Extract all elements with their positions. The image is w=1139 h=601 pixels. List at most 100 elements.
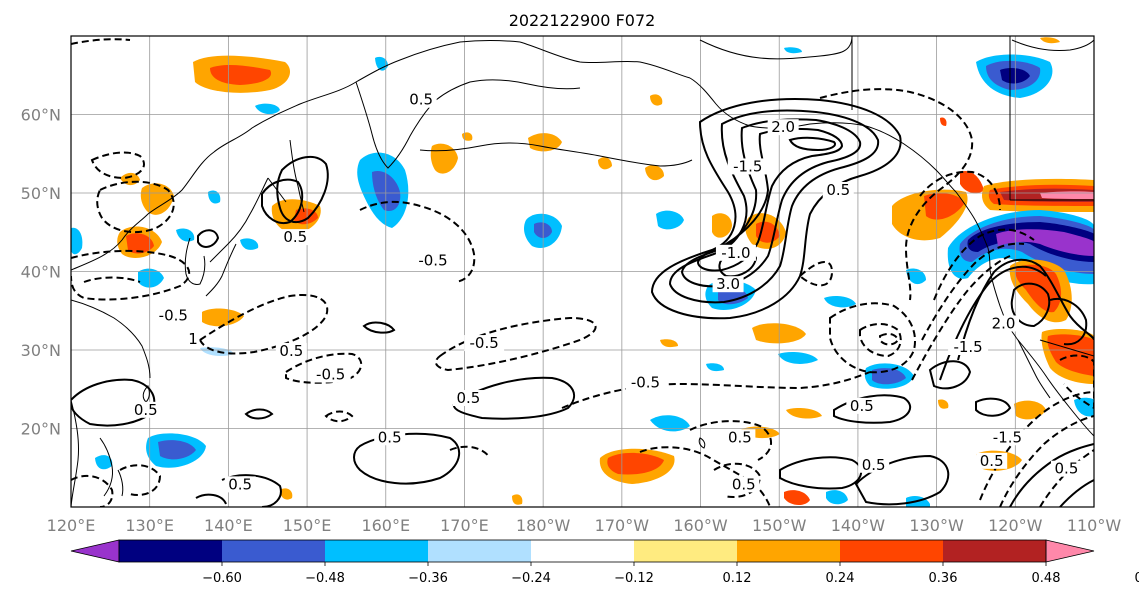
colorbar-segment — [119, 540, 223, 562]
contour-value-label: 0.5 — [456, 389, 480, 407]
longitude-tick-label: 150°W — [752, 516, 807, 535]
colorbar-segment — [325, 540, 429, 562]
contour-negative — [819, 88, 974, 301]
positive-anomaly-area — [280, 488, 293, 500]
contour-value-label: -0.5 — [418, 252, 447, 270]
contour-positive — [1059, 479, 1094, 507]
contour-positive — [779, 456, 863, 490]
longitude-tick-label: 140°E — [204, 516, 253, 535]
colorbar-tick-label: −0.24 — [511, 571, 551, 586]
colorbar-segment — [428, 540, 532, 562]
contour-negative — [449, 445, 491, 459]
contour-label-background — [728, 476, 760, 493]
contour-label-background — [374, 429, 406, 446]
negative-anomaly-area — [95, 455, 113, 470]
contour-negative — [713, 462, 762, 498]
contour-label-background — [846, 397, 878, 414]
contour-label-background — [279, 229, 311, 246]
contour-label-background — [976, 452, 1008, 469]
contour-negative — [285, 352, 362, 384]
contour-negative — [96, 180, 175, 234]
colorbar-frame — [118, 539, 1047, 563]
contour-value-label: 0.5 — [378, 428, 402, 446]
contour-value-label: -0.5 — [316, 365, 345, 383]
contour-negative — [921, 242, 1025, 341]
longitude-tick-label: 130°E — [125, 516, 174, 535]
positive-anomaly-core — [924, 193, 964, 220]
positive-anomaly-area — [938, 399, 949, 409]
coastline-philippines — [99, 437, 124, 497]
contour-positive — [788, 136, 836, 152]
coastlines — [71, 36, 1094, 507]
negative-anomaly-area — [255, 103, 280, 115]
contour-label-background — [727, 158, 768, 175]
contour-value-label: 2.0 — [771, 118, 795, 136]
longitude-tick-label: 160°E — [361, 516, 410, 535]
positive-anomaly-area — [660, 339, 678, 348]
contour-label-background — [767, 119, 799, 136]
contour-positive — [680, 118, 862, 288]
negative-anomaly-area — [1074, 397, 1094, 417]
colorbar-segment — [737, 540, 841, 562]
colorbar: −0.60 −0.48 −0.36 −0.24 −0.12 0.12 0.24 0.36 0.4… — [70, 539, 1139, 586]
colorbar-tick-label: −0.36 — [408, 571, 448, 586]
negative-anomaly-area — [208, 190, 221, 204]
latitude-tick-label: 60°N — [21, 106, 61, 125]
contour-negative — [879, 332, 900, 346]
contour-value-label: 0.5 — [279, 342, 303, 360]
contour-positive — [195, 493, 227, 505]
contour-positive — [1049, 298, 1088, 346]
colorbar-tick-label: 0.24 — [826, 571, 855, 586]
contour-value-label: 2.0 — [992, 314, 1016, 332]
coastline-hawaii — [698, 437, 706, 449]
colorbar-tick-label: −0.60 — [202, 571, 242, 586]
coastline-chukotka — [519, 41, 691, 79]
longitude-tick-label: 130°W — [909, 516, 964, 535]
coastline-british-columbia — [955, 191, 991, 271]
positive-anomaly-area — [528, 133, 562, 152]
contour-label-background — [988, 315, 1020, 332]
contour-label-background — [464, 335, 505, 352]
positive-anomaly-area — [1040, 37, 1060, 44]
figure-title: 2022122900 F072 — [509, 11, 656, 30]
positive-anomaly-core — [210, 64, 272, 85]
contour-positive — [957, 258, 1094, 361]
contour-value-labels: 0.50.5-0.52.0-1.50.5-1.03.0-0.510.5-0.5-… — [130, 91, 1082, 493]
coastline-sakhalin — [289, 139, 305, 213]
negative-anomaly-area — [240, 238, 259, 250]
coastline-baja — [1017, 339, 1051, 399]
contour-value-label: 0.5 — [409, 91, 433, 109]
coastline-china — [71, 299, 151, 379]
contour-value-label: -0.5 — [469, 334, 498, 352]
contour-value-label: 3.0 — [716, 275, 740, 293]
negative-anomaly-area — [906, 268, 926, 285]
positive-anomaly-area — [140, 183, 174, 215]
contour-negative — [689, 420, 772, 461]
longitude-tick-label: 120°W — [988, 516, 1043, 535]
negative-anomaly-core — [872, 368, 906, 385]
longitude-axis: 120°E 130°E 140°E 150°E 160°E 170°E 180°W 170°W… — [47, 516, 1122, 535]
negative-anomaly-area — [138, 268, 164, 288]
negative-anomaly-area — [650, 415, 690, 432]
positive-anomaly-area — [598, 157, 612, 170]
contour-label-background — [625, 374, 666, 391]
contour-positive — [353, 432, 461, 485]
contour-negative — [83, 276, 141, 283]
negative-anomaly-core — [158, 440, 196, 460]
contour-value-label: 0.5 — [728, 428, 752, 446]
colorbar-extend-low — [70, 539, 120, 563]
contour-negative — [71, 249, 191, 301]
contour-negative — [1039, 449, 1094, 507]
coastline-alaska-north — [699, 36, 853, 60]
contour-negative — [933, 228, 1035, 301]
contour-positive — [276, 155, 329, 224]
contour-label-background — [452, 390, 484, 407]
longitude-tick-label: 170°E — [440, 516, 489, 535]
contour-negative — [999, 415, 1094, 507]
colorbar-segment — [943, 540, 1047, 562]
coastline-alaska — [689, 77, 957, 193]
contour-positive — [668, 109, 880, 304]
contour-negative — [71, 474, 114, 507]
colorbar-tick-label: 0.36 — [929, 571, 958, 586]
contour-value-label: 0.5 — [134, 401, 158, 419]
